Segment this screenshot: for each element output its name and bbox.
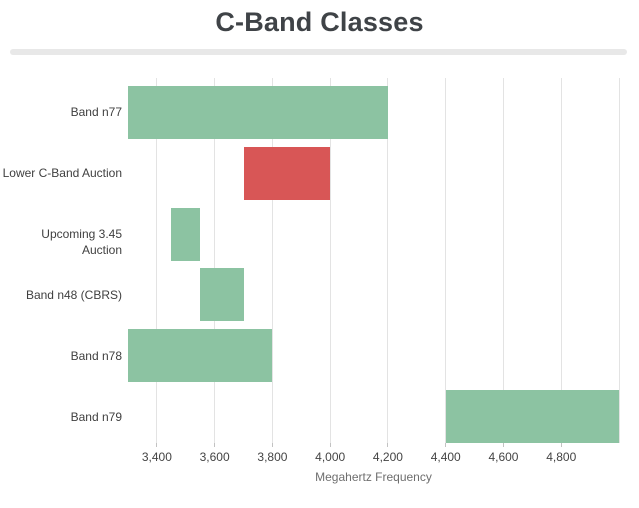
bar-upcoming-3-45-auction[interactable] bbox=[171, 207, 201, 261]
chart-title: C-Band Classes bbox=[215, 7, 424, 37]
category-label-band-n78: Band n78 bbox=[70, 348, 122, 363]
gridline-4600 bbox=[502, 78, 504, 443]
x-axis-title: Megahertz Frequency bbox=[315, 470, 432, 484]
gridline-4200 bbox=[387, 78, 389, 443]
tick-mark-4400 bbox=[445, 443, 447, 447]
gridline-4000 bbox=[329, 78, 331, 443]
tick-label-4400: 4,400 bbox=[430, 450, 461, 464]
bar-band-n79[interactable] bbox=[445, 390, 619, 443]
gridline-3400 bbox=[156, 78, 158, 443]
tick-label-4000: 4,000 bbox=[315, 450, 346, 464]
bar-lower-c-band-auction[interactable] bbox=[243, 146, 331, 200]
gridline-3600 bbox=[214, 78, 216, 443]
tick-label-3800: 3,800 bbox=[257, 450, 288, 464]
tick-mark-4600 bbox=[502, 443, 504, 447]
tick-mark-4800 bbox=[560, 443, 562, 447]
bar-band-n78[interactable] bbox=[128, 329, 273, 383]
tick-mark-4200 bbox=[387, 443, 389, 447]
tick-label-4200: 4,200 bbox=[372, 450, 403, 464]
tick-label-3400: 3,400 bbox=[141, 450, 172, 464]
gridline-4400 bbox=[445, 78, 447, 443]
gridline-4800 bbox=[560, 78, 562, 443]
bar-band-n48-cbrs[interactable] bbox=[200, 268, 244, 322]
tick-mark-3800 bbox=[271, 443, 273, 447]
title-divider bbox=[10, 49, 627, 55]
category-label-band-n48-cbrs: Band n48 (CBRS) bbox=[25, 287, 122, 302]
tick-label-4600: 4,600 bbox=[488, 450, 519, 464]
category-label-upcoming-3-45-auction: Upcoming 3.45 Auction bbox=[41, 227, 122, 257]
tick-label-3600: 3,600 bbox=[199, 450, 230, 464]
tick-mark-3400 bbox=[156, 443, 158, 447]
category-label-lower-c-band-auction: Lower C-Band Auction bbox=[2, 166, 122, 181]
tick-label-4800: 4,800 bbox=[546, 450, 577, 464]
gridline-5000 bbox=[618, 78, 620, 443]
category-label-band-n77: Band n77 bbox=[70, 105, 122, 120]
tick-mark-3600 bbox=[214, 443, 216, 447]
tick-mark-4000 bbox=[329, 443, 331, 447]
bar-band-n77[interactable] bbox=[128, 85, 388, 139]
gridline-3800 bbox=[271, 78, 273, 443]
category-label-band-n79: Band n79 bbox=[70, 409, 122, 424]
